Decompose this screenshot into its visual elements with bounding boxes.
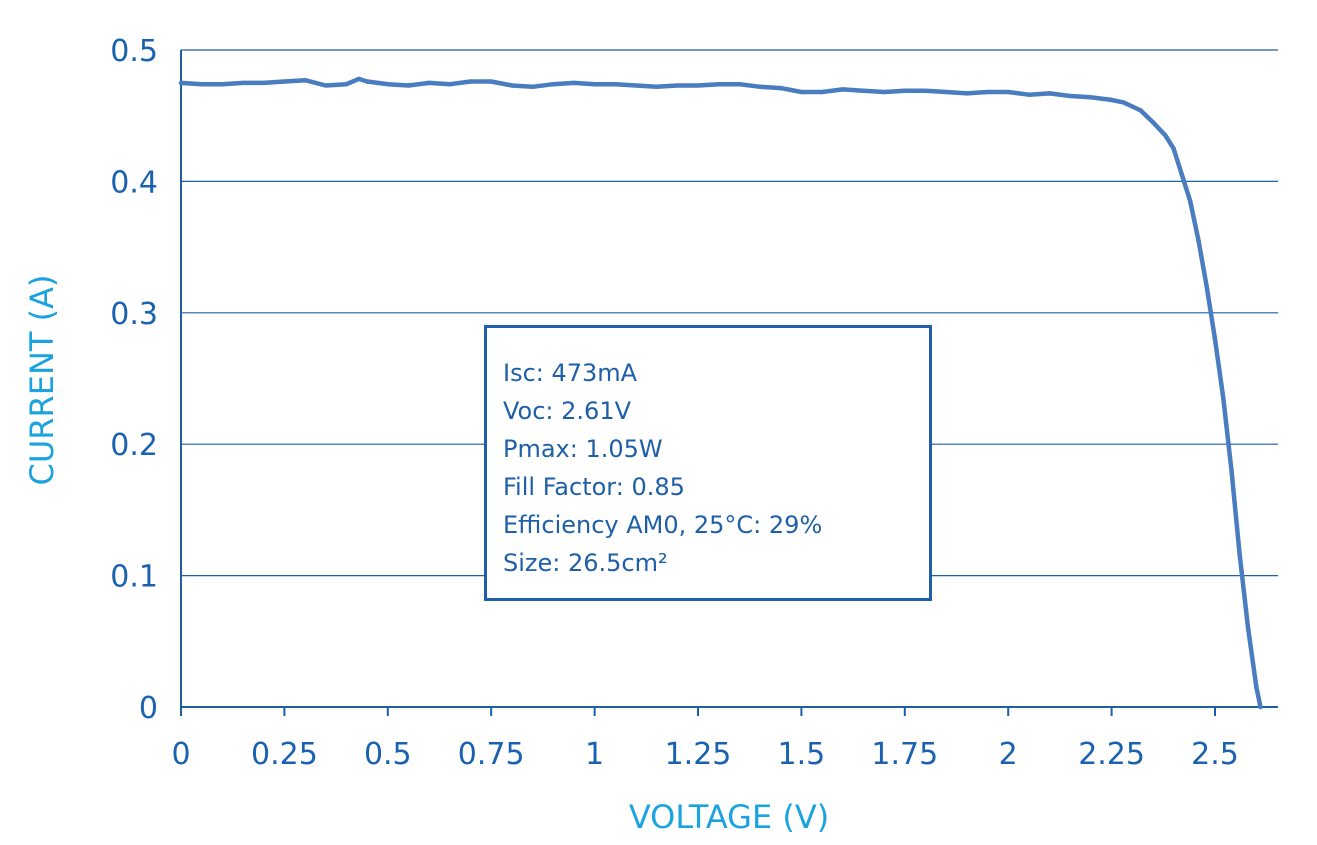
annotation-fill-factor: Fill Factor: 0.85 — [503, 473, 685, 501]
data-point-0-44 — [1068, 93, 1073, 99]
x-tick-label-1: 0.25 — [251, 737, 318, 772]
series — [178, 76, 1263, 710]
data-point-0-22 — [613, 81, 618, 87]
data-point-0-27 — [716, 81, 721, 87]
data-point-0-34 — [861, 88, 866, 93]
data-point-0-2 — [220, 81, 225, 87]
data-point-0-63 — [1258, 704, 1263, 710]
data-point-0-56 — [1204, 284, 1209, 289]
x-tick-label-9: 2.25 — [1078, 737, 1145, 772]
y-axis-title: CURRENT (A) — [23, 275, 61, 486]
data-point-0-58 — [1221, 396, 1226, 401]
data-point-0-60 — [1237, 553, 1243, 559]
annotation-voc: Voc: 2.61V — [503, 397, 632, 425]
data-point-0-18 — [530, 84, 535, 89]
tick-labels: 0 0.25 0.5 0.75 1 1.25 1.5 1.75 2 2.25 2.5 0 0.1 0.2 0… — [110, 34, 1239, 772]
series-line-0 — [178, 76, 1263, 710]
data-point-0-54 — [1187, 198, 1193, 204]
data-point-0-47 — [1121, 100, 1127, 105]
data-point-0-62 — [1254, 685, 1259, 690]
data-point-0-11 — [385, 81, 390, 87]
data-point-0-26 — [695, 83, 701, 88]
specs-annotation-box: Isc: 473mA Voc: 2.61V Pmax: 1.05W Fill F… — [484, 325, 932, 601]
data-point-0-32 — [819, 89, 825, 95]
data-point-0-30 — [778, 85, 783, 91]
annotation-pmax: Pmax: 1.05W — [503, 435, 663, 463]
data-point-0-9 — [356, 76, 362, 82]
data-point-0-21 — [592, 81, 597, 87]
data-point-0-7 — [323, 83, 328, 88]
data-point-0-6 — [302, 78, 308, 83]
y-tick-label-4: 0.4 — [110, 165, 158, 200]
x-axis-title: VOLTAGE (V) — [629, 798, 829, 836]
data-point-0-20 — [571, 80, 577, 86]
axes — [180, 50, 1278, 716]
data-point-0-24 — [654, 84, 659, 89]
data-point-0-33 — [840, 87, 845, 92]
y-tick-label-5: 0.5 — [110, 34, 158, 69]
data-point-0-31 — [799, 89, 804, 95]
x-tick-label-5: 1.25 — [665, 737, 732, 772]
data-point-0-42 — [1026, 92, 1032, 97]
data-point-0-38 — [943, 89, 949, 95]
x-tick-label-0: 0 — [171, 737, 190, 772]
data-point-0-3 — [240, 80, 246, 86]
data-point-0-12 — [406, 83, 411, 88]
annotation-efficiency: Efficiency AM0, 25°C: 29% — [503, 511, 823, 539]
annotation-isc: Isc: 473mA — [503, 359, 638, 387]
x-tick-label-7: 1.75 — [871, 737, 938, 772]
data-point-0-41 — [1006, 89, 1011, 95]
y-tick-label-3: 0.3 — [110, 297, 158, 332]
data-point-0-57 — [1212, 336, 1218, 342]
data-point-0-4 — [261, 80, 266, 86]
data-point-0-25 — [675, 83, 680, 88]
data-point-0-52 — [1171, 146, 1176, 151]
data-point-0-55 — [1196, 238, 1201, 243]
data-point-0-8 — [344, 81, 349, 87]
annotation-size: Size: 26.5cm² — [503, 549, 668, 577]
data-point-0-13 — [426, 80, 432, 86]
data-point-0-29 — [757, 84, 763, 89]
data-point-0-50 — [1150, 120, 1156, 125]
data-point-0-45 — [1088, 95, 1094, 100]
data-point-0-39 — [964, 91, 970, 96]
data-point-0-46 — [1109, 97, 1114, 103]
x-tick-label-10: 2.5 — [1191, 737, 1239, 772]
data-point-0-23 — [633, 83, 639, 88]
data-point-0-10 — [364, 79, 370, 84]
data-point-0-40 — [985, 89, 990, 95]
data-point-0-61 — [1245, 625, 1251, 631]
data-point-0-0 — [178, 80, 184, 86]
data-point-0-37 — [923, 88, 928, 93]
data-point-0-53 — [1179, 172, 1185, 178]
x-tick-label-8: 2 — [999, 737, 1018, 772]
data-point-0-5 — [282, 79, 287, 84]
data-point-0-48 — [1130, 104, 1135, 109]
data-point-0-49 — [1138, 108, 1143, 113]
data-point-0-14 — [447, 81, 453, 87]
x-tick-label-2: 0.5 — [364, 737, 412, 772]
data-point-0-1 — [199, 81, 204, 87]
data-point-0-59 — [1229, 468, 1234, 473]
y-tick-label-1: 0.1 — [110, 560, 158, 595]
data-point-0-15 — [468, 79, 473, 84]
data-point-0-43 — [1047, 91, 1052, 96]
data-point-0-19 — [551, 81, 556, 87]
data-point-0-35 — [881, 89, 887, 95]
y-tick-label-2: 0.2 — [110, 428, 158, 463]
x-tick-label-4: 1 — [585, 737, 604, 772]
y-tick-label-0: 0 — [139, 691, 158, 726]
data-point-0-17 — [509, 83, 515, 88]
data-point-0-28 — [737, 81, 742, 87]
data-point-0-16 — [489, 79, 494, 84]
x-tick-label-3: 0.75 — [458, 737, 525, 772]
gridlines — [181, 49, 1278, 577]
data-point-0-36 — [902, 88, 907, 93]
data-point-0-51 — [1163, 133, 1168, 138]
x-tick-label-6: 1.5 — [778, 737, 826, 772]
